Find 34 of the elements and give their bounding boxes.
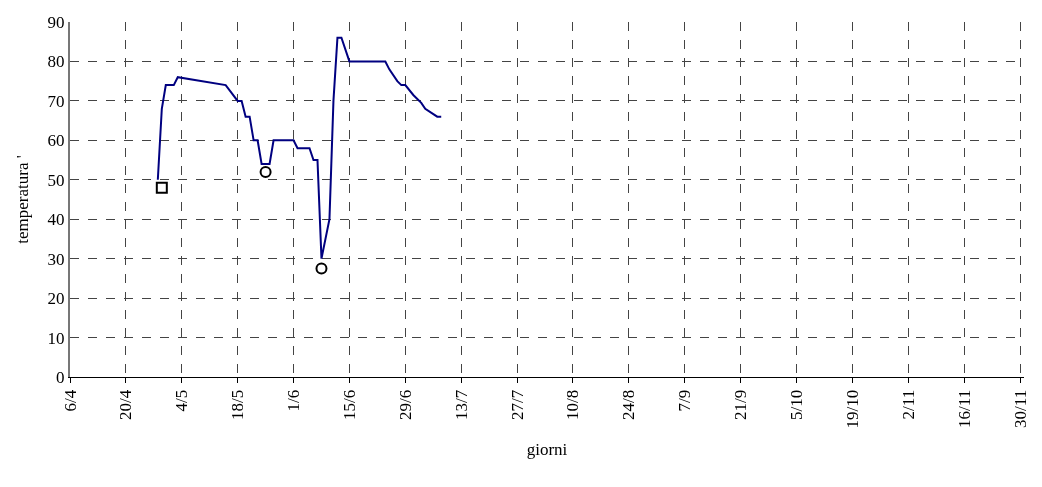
x-tick-label: 6/4: [60, 389, 80, 412]
y-tick-label: 10: [47, 328, 65, 348]
x-tick-label: 7/9: [675, 389, 695, 412]
x-tick-label: 16/11: [954, 389, 974, 428]
y-tick-label: 0: [56, 367, 65, 387]
y-tick-label: 60: [47, 131, 65, 151]
line-series: [156, 36, 443, 260]
x-tick-label: 29/6: [395, 389, 415, 421]
x-tick-label: 15/6: [339, 389, 359, 421]
x-tick-label: 30/11: [1010, 389, 1030, 428]
point: [155, 181, 168, 194]
x-tick-label: 10/8: [563, 389, 583, 421]
y-axis-title: temperatura ': [12, 155, 32, 244]
x-tick-label: 19/10: [842, 389, 862, 429]
y-tick-label: 20: [47, 289, 65, 309]
x-tick-label: 20/4: [116, 389, 136, 421]
x-tick-label: 18/5: [228, 389, 248, 421]
x-tick-label: 24/8: [619, 389, 639, 421]
x-tick-label: 2/11: [898, 389, 918, 420]
x-tick-label: 4/5: [172, 389, 192, 412]
x-axis-title: giorni: [526, 439, 568, 459]
x-tick-label: 1/6: [284, 389, 304, 412]
y-tick-label: 40: [47, 210, 65, 230]
y-tick-label: 80: [47, 52, 65, 72]
x-tick-label: 21/9: [731, 389, 751, 421]
y-tick-label: 70: [47, 91, 65, 111]
point: [259, 165, 272, 178]
y-tick-label: 30: [47, 249, 65, 269]
x-tick-label: 5/10: [787, 389, 807, 421]
x-tick-label: 27/7: [507, 389, 527, 421]
y-tick-label: 50: [47, 170, 65, 190]
point: [315, 262, 328, 275]
x-tick-label: 13/7: [451, 389, 471, 421]
y-tick-label: 90: [47, 12, 65, 32]
